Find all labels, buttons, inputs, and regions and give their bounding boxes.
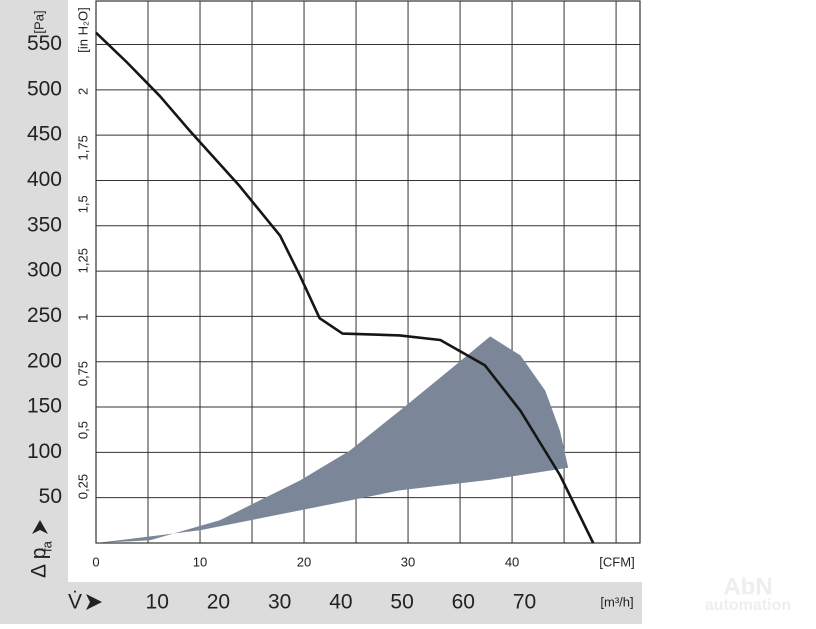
x-label: [CFM] (599, 554, 634, 569)
y2-tick-label: 1,75 (75, 135, 90, 160)
y2-tick-label: 2 (75, 88, 90, 95)
y-tick-label: 350 (27, 213, 62, 236)
watermark: AbN (723, 573, 772, 600)
y-tick-label: 200 (27, 349, 62, 372)
operating-area (96, 336, 569, 543)
x-tick-label: 40 (505, 554, 519, 569)
y-symbol-sub: fa (39, 540, 54, 552)
x2-tick-label: 40 (329, 591, 352, 614)
y-arrow (32, 520, 48, 534)
y2-tick-label: 1,25 (75, 248, 90, 273)
bottom-band (0, 582, 642, 624)
y-symbol: Δ p (28, 548, 51, 578)
y-tick-label: 400 (27, 168, 62, 191)
left-band (0, 0, 68, 624)
x2-tick-label: 10 (146, 591, 169, 614)
y-symbol-group: Δ p fa (28, 520, 54, 578)
x-tick-label: 0 (92, 554, 99, 569)
x2-tick-label: 20 (207, 591, 230, 614)
x2-label: [m³/h] (600, 594, 633, 609)
plot-area (95, 0, 641, 544)
y-tick-label: 300 (27, 259, 62, 282)
y-tick-label: 450 (27, 123, 62, 146)
curve (95, 31, 595, 544)
x-tick-label: 20 (297, 554, 311, 569)
y-tick-label: 550 (27, 32, 62, 55)
y-tick-label: 100 (27, 440, 62, 463)
y-label: [Pa] (31, 10, 46, 33)
x-tick-label: 10 (193, 554, 207, 569)
x-arrow (86, 594, 102, 610)
x2-tick-label: 70 (513, 591, 536, 614)
y-tick-label: 250 (27, 304, 62, 327)
y-tick-label: 500 (27, 77, 62, 100)
x2-tick-label: 50 (390, 591, 413, 614)
watermark: automation (705, 597, 791, 614)
y2-tick-label: 1 (75, 314, 90, 321)
y-tick-label: 50 (39, 485, 62, 508)
y2-label: [in H₂O] (75, 7, 90, 53)
y2-tick-label: 0,25 (75, 474, 90, 499)
y2-tick-label: 0,75 (75, 361, 90, 386)
x-symbol: V̇ (68, 591, 82, 614)
x2-tick-label: 30 (268, 591, 291, 614)
x-tick-label: 30 (401, 554, 415, 569)
x2-tick-label: 60 (452, 591, 475, 614)
y-tick-label: 150 (27, 395, 62, 418)
y2-tick-label: 0,5 (75, 421, 90, 439)
y2-tick-label: 1,5 (75, 195, 90, 213)
